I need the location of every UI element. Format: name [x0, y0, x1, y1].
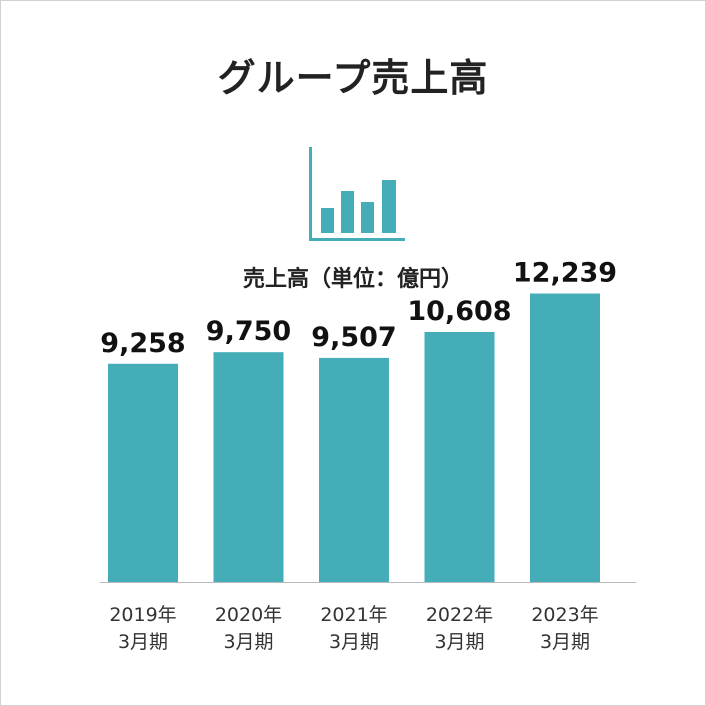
category-label-3-line-2: 3月期 [329, 631, 379, 653]
category-label-2-line-1: 2020年 [215, 604, 282, 626]
value-label-2: 9,750 [206, 316, 291, 347]
bar-1 [108, 363, 178, 582]
category-label-1-line-2: 3月期 [118, 631, 168, 653]
category-label-2-line-2: 3月期 [223, 631, 273, 653]
unit-label: 売上高（単位：億円） [242, 267, 463, 292]
value-label-1: 9,258 [100, 328, 185, 359]
category-label-5-line-1: 2023年 [531, 604, 598, 626]
bar-3 [319, 357, 389, 582]
bar-2 [213, 352, 284, 582]
value-label-4: 10,608 [407, 296, 511, 327]
bar-5 [530, 293, 600, 582]
category-label-3-line-1: 2021年 [320, 604, 387, 626]
chart-title: グループ売上高 [217, 56, 489, 100]
category-label-4-line-2: 3月期 [434, 631, 484, 653]
category-label-4-line-1: 2022年 [426, 604, 493, 626]
bar-chart-icon [309, 147, 405, 241]
value-label-5: 12,239 [513, 258, 617, 289]
value-label-3: 9,507 [311, 322, 396, 353]
category-label-1-line-1: 2019年 [109, 604, 176, 626]
bar-4 [424, 331, 495, 582]
category-label-5-line-2: 3月期 [540, 631, 590, 653]
